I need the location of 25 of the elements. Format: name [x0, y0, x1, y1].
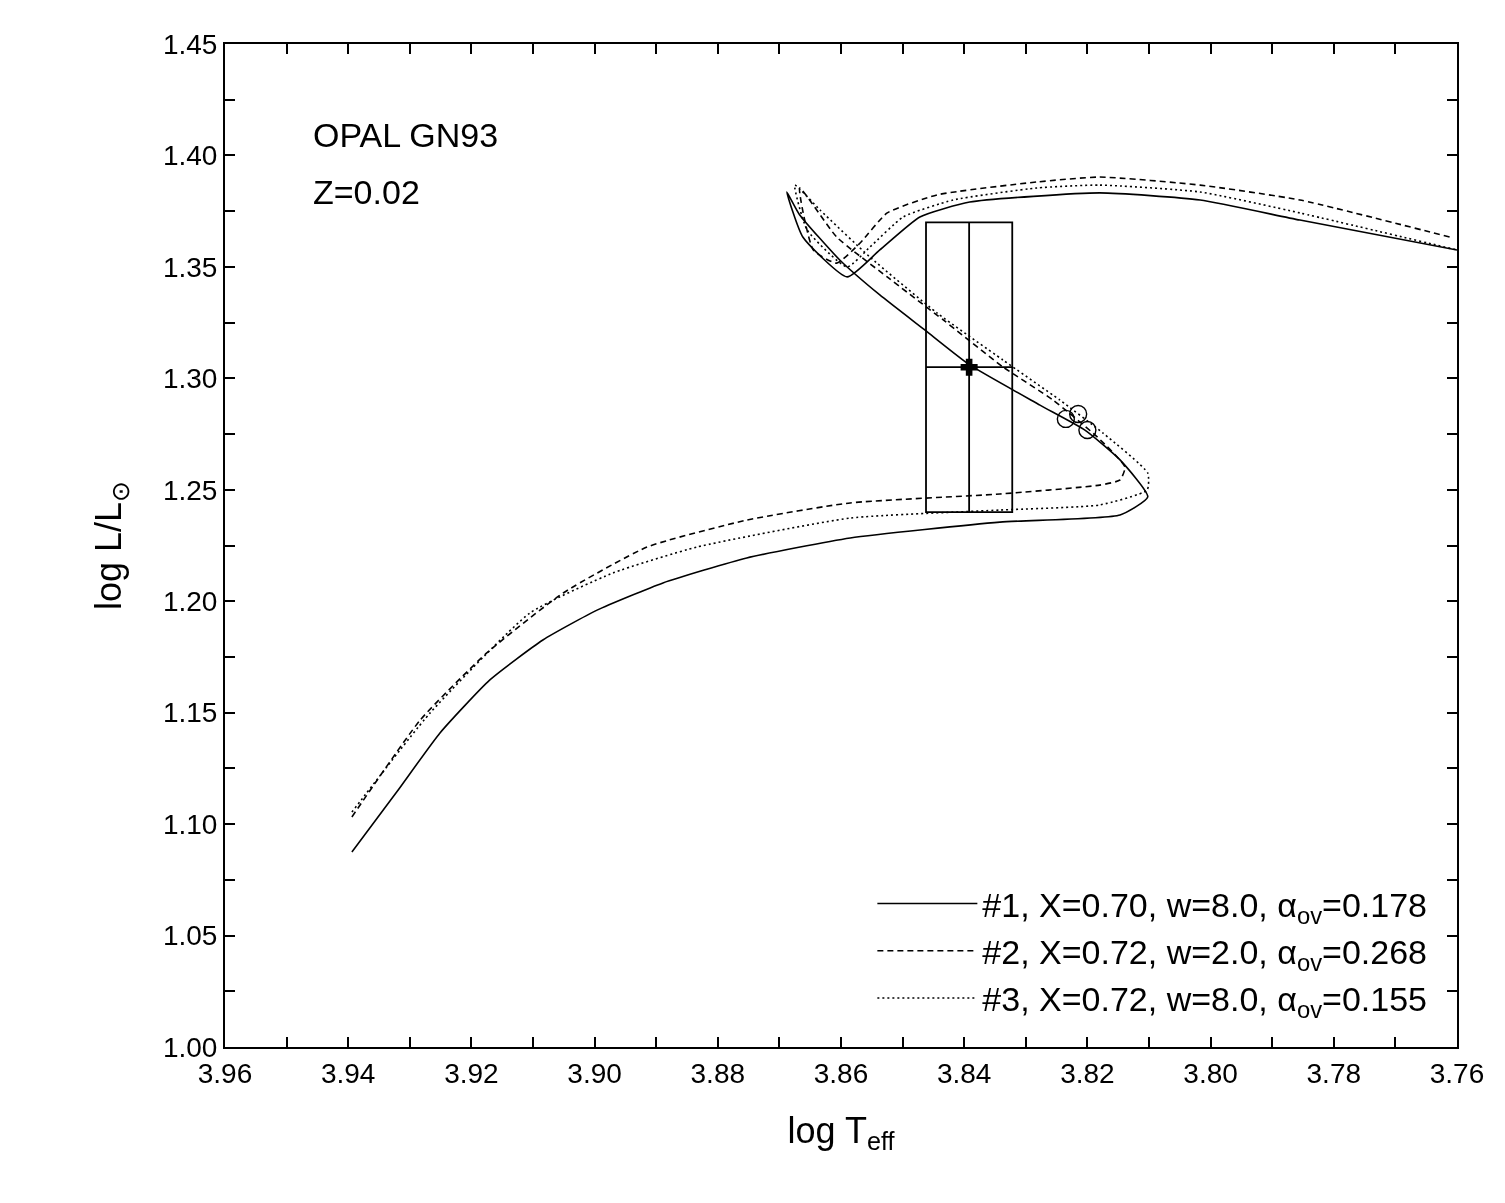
annotation: Z=0.02: [313, 173, 420, 211]
y-tick-label: 1.25: [162, 474, 218, 506]
x-tick-label: 3.88: [690, 1057, 746, 1089]
y-tick-label: 1.10: [162, 808, 218, 840]
y-tick-label: 1.15: [162, 697, 218, 729]
legend-label: #1, X=0.70, w=8.0, α$_{ov}$=0.178: [982, 885, 1427, 929]
x-tick-label: 3.82: [1060, 1057, 1115, 1089]
y-tick-label: 1.45: [162, 28, 218, 60]
x-tick-label: 3.90: [567, 1057, 622, 1089]
x-tick-label: 3.78: [1306, 1057, 1362, 1089]
x-tick-label: 3.84: [936, 1057, 992, 1089]
x-tick-label: 3.80: [1183, 1057, 1238, 1089]
y-tick-label: 1.35: [162, 251, 218, 283]
legend-label: #3, X=0.72, w=8.0, α$_{ov}$=0.155: [982, 980, 1427, 1024]
x-tick-label: 3.86: [813, 1057, 869, 1089]
annotation: OPAL GN93: [313, 116, 499, 154]
y-tick-label: 1.40: [162, 140, 218, 172]
y-tick-label: 1.20: [162, 586, 218, 618]
legend-label: #2, X=0.72, w=2.0, α$_{ov}$=0.268: [982, 933, 1427, 977]
y-tick-label: 1.05: [162, 920, 218, 952]
x-tick-label: 3.92: [444, 1057, 499, 1089]
x-axis-title: log T$_{eff}$: [787, 1109, 896, 1156]
y-tick-label: 1.30: [162, 363, 218, 395]
x-tick-label: 3.76: [1429, 1057, 1485, 1089]
x-tick-label: 3.94: [320, 1057, 376, 1089]
